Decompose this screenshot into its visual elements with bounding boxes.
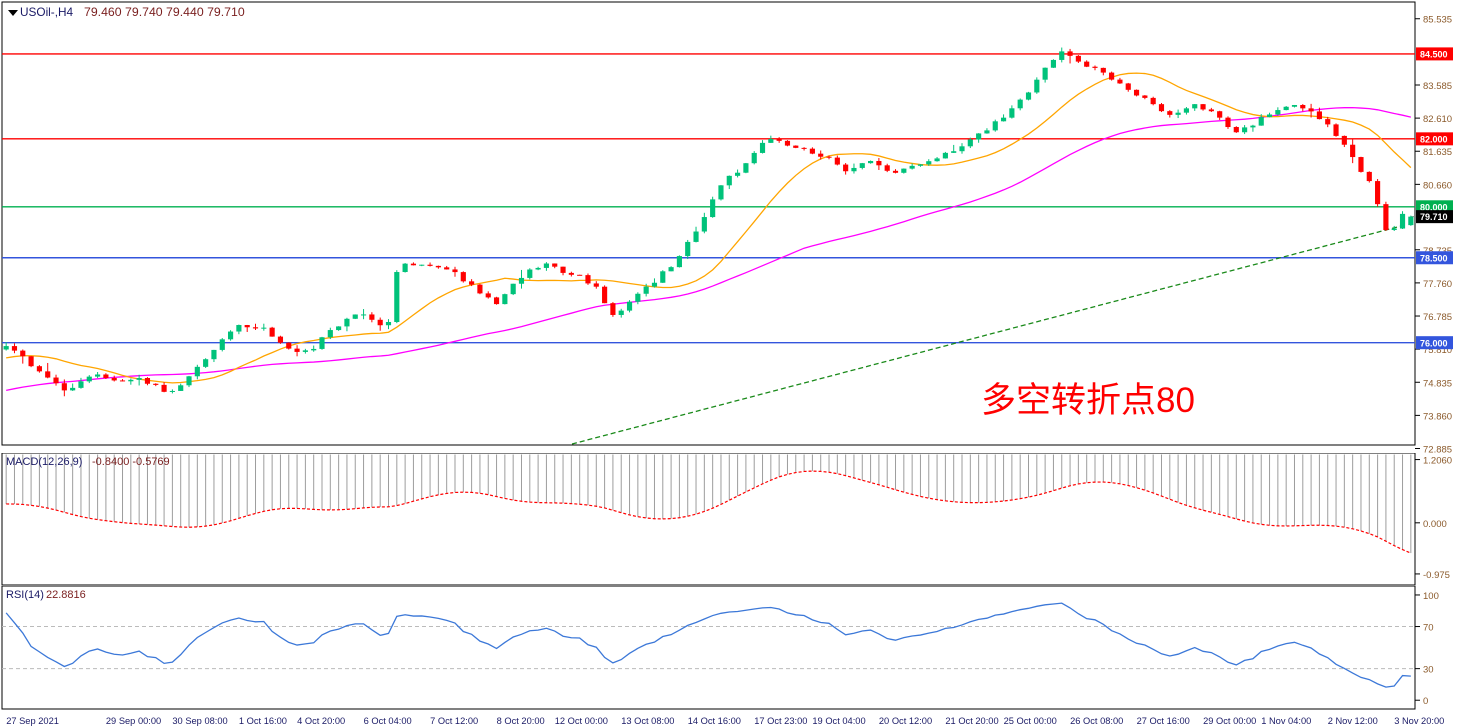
svg-text:22.8816: 22.8816 — [46, 589, 86, 601]
svg-text:RSI(14): RSI(14) — [6, 589, 44, 601]
svg-text:14 Oct 16:00: 14 Oct 16:00 — [688, 716, 741, 726]
svg-text:79.710: 79.710 — [1420, 212, 1448, 222]
svg-text:25 Oct 00:00: 25 Oct 00:00 — [1004, 716, 1057, 726]
svg-text:-0.8400 -0.5769: -0.8400 -0.5769 — [92, 456, 170, 468]
svg-text:-0.975: -0.975 — [1423, 570, 1450, 581]
svg-text:19 Oct 04:00: 19 Oct 04:00 — [812, 716, 865, 726]
svg-text:21 Oct 20:00: 21 Oct 20:00 — [945, 716, 998, 726]
svg-text:13 Oct 08:00: 13 Oct 08:00 — [621, 716, 674, 726]
svg-text:76.785: 76.785 — [1423, 312, 1452, 323]
svg-text:USOil-,H4: USOil-,H4 — [20, 5, 74, 19]
svg-text:MACD(12,26,9): MACD(12,26,9) — [6, 456, 82, 468]
svg-text:12 Oct 00:00: 12 Oct 00:00 — [555, 716, 608, 726]
svg-text:20 Oct 12:00: 20 Oct 12:00 — [879, 716, 932, 726]
svg-text:29 Oct 00:00: 29 Oct 00:00 — [1203, 716, 1256, 726]
svg-text:30: 30 — [1423, 665, 1434, 676]
svg-text:77.760: 77.760 — [1423, 279, 1452, 290]
svg-text:82.610: 82.610 — [1423, 114, 1452, 125]
svg-text:85.535: 85.535 — [1423, 15, 1452, 26]
svg-text:79.460 79.740 79.440 79.710: 79.460 79.740 79.440 79.710 — [84, 5, 245, 19]
svg-text:74.835: 74.835 — [1423, 378, 1452, 389]
svg-text:73.860: 73.860 — [1423, 411, 1452, 422]
svg-text:2 Nov 12:00: 2 Nov 12:00 — [1328, 716, 1378, 726]
svg-text:27 Sep 2021: 27 Sep 2021 — [6, 716, 59, 726]
svg-text:7 Oct 12:00: 7 Oct 12:00 — [430, 716, 478, 726]
svg-text:29 Sep 00:00: 29 Sep 00:00 — [106, 716, 161, 726]
svg-text:4 Oct 20:00: 4 Oct 20:00 — [297, 716, 345, 726]
svg-text:81.635: 81.635 — [1423, 147, 1452, 158]
svg-text:80.660: 80.660 — [1423, 180, 1452, 191]
svg-text:100: 100 — [1423, 591, 1439, 602]
svg-text:1.2060: 1.2060 — [1423, 456, 1452, 467]
svg-text:17 Oct 23:00: 17 Oct 23:00 — [754, 716, 807, 726]
svg-text:27 Oct 16:00: 27 Oct 16:00 — [1137, 716, 1190, 726]
svg-text:82.000: 82.000 — [1420, 134, 1448, 144]
svg-text:3 Nov 20:00: 3 Nov 20:00 — [1394, 716, 1444, 726]
svg-text:30 Sep 08:00: 30 Sep 08:00 — [172, 716, 227, 726]
svg-text:1 Nov 04:00: 1 Nov 04:00 — [1261, 716, 1311, 726]
svg-text:70: 70 — [1423, 623, 1434, 634]
svg-text:多空转折点80: 多空转折点80 — [981, 381, 1195, 420]
svg-text:78.500: 78.500 — [1420, 253, 1448, 263]
svg-text:1 Oct 16:00: 1 Oct 16:00 — [239, 716, 287, 726]
svg-text:6 Oct 04:00: 6 Oct 04:00 — [364, 716, 412, 726]
svg-text:84.500: 84.500 — [1420, 50, 1448, 60]
svg-text:0: 0 — [1423, 696, 1428, 707]
svg-text:0.000: 0.000 — [1423, 519, 1447, 530]
svg-text:83.585: 83.585 — [1423, 81, 1452, 92]
svg-text:8 Oct 20:00: 8 Oct 20:00 — [497, 716, 545, 726]
svg-text:76.000: 76.000 — [1420, 338, 1448, 348]
svg-text:26 Oct 08:00: 26 Oct 08:00 — [1070, 716, 1123, 726]
